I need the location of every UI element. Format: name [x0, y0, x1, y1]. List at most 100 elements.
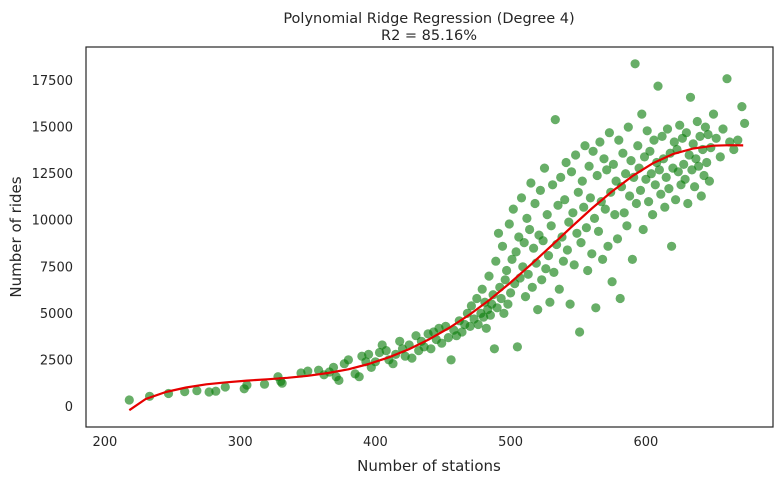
- scatter-point: [568, 208, 578, 218]
- scatter-point: [592, 170, 602, 181]
- scatter-point: [334, 375, 344, 385]
- scatter-point: [642, 126, 652, 136]
- scatter-point: [581, 223, 592, 233]
- scatter-point: [585, 193, 596, 203]
- scatter-point: [277, 378, 287, 388]
- plot-frame: [85, 46, 774, 428]
- scatter-point: [627, 254, 638, 264]
- scatter-point: [499, 308, 509, 318]
- scatter-point: [599, 154, 609, 164]
- scatter-point: [618, 148, 628, 158]
- scatter-point: [635, 185, 646, 195]
- y-tick-label: 12500: [32, 167, 73, 182]
- scatter-point: [124, 395, 134, 405]
- scatter-point: [653, 81, 663, 91]
- scatter-point: [649, 135, 659, 145]
- scatter-point: [621, 169, 631, 179]
- chart-subtitle: R2 = 85.16%: [381, 28, 477, 44]
- scatter-point: [607, 277, 617, 287]
- scatter-point: [496, 293, 506, 304]
- scatter-point: [520, 292, 531, 302]
- scatter-point: [669, 137, 679, 147]
- x-tick-label: 400: [363, 435, 388, 450]
- scatter-point: [512, 342, 523, 352]
- scatter-point: [192, 386, 202, 396]
- scatter-point: [553, 200, 563, 210]
- scatter-point: [577, 176, 587, 186]
- scatter-point: [473, 319, 483, 330]
- scatter-point: [614, 135, 624, 145]
- scatter-point: [488, 290, 498, 300]
- scatter-point: [733, 135, 743, 145]
- scatter-point: [569, 260, 579, 270]
- scatter-point: [328, 362, 339, 372]
- scatter-point: [661, 172, 671, 182]
- scatter-point: [542, 210, 552, 220]
- scatter-point: [664, 184, 674, 194]
- y-tick-label: 2500: [40, 353, 73, 368]
- scatter-point: [497, 241, 508, 251]
- scatter-point: [558, 256, 569, 266]
- scatter-point: [711, 133, 721, 143]
- scatter-point: [443, 333, 453, 343]
- scatter-point: [504, 219, 514, 229]
- x-axis-label: Number of stations: [357, 457, 501, 475]
- y-axis-label: Number of rides: [7, 176, 25, 297]
- scatter-point: [561, 157, 571, 168]
- scatter-point: [477, 284, 487, 294]
- scatter-point: [662, 124, 673, 134]
- scatter-point: [708, 109, 719, 119]
- scatter-point: [446, 355, 456, 365]
- scatter-point: [535, 185, 546, 195]
- scatter-point: [511, 247, 521, 257]
- scatter-point: [638, 224, 648, 235]
- scatter-point: [259, 379, 270, 389]
- scatter-point: [575, 327, 585, 337]
- scatter-point: [571, 150, 581, 160]
- scatter-point: [704, 176, 715, 186]
- y-axis-ticks: 0 2500 5000 7500 10000 12500 15000 17500: [32, 74, 73, 415]
- scatter-point: [690, 182, 700, 192]
- scatter-point: [523, 269, 533, 279]
- scatter-point: [507, 254, 517, 264]
- scatter-point: [612, 234, 623, 244]
- scatter-point: [660, 202, 670, 212]
- scatter-point: [667, 241, 677, 251]
- scatter-point: [631, 198, 642, 209]
- scatter-point: [580, 141, 590, 151]
- scatter-point: [637, 109, 647, 119]
- scatter-point: [489, 344, 499, 354]
- scatter-point: [718, 124, 728, 134]
- scatter-point: [481, 323, 491, 333]
- scatter-point: [508, 204, 518, 214]
- scatter-point: [554, 284, 564, 294]
- scatter-point: [545, 297, 555, 307]
- scatter-point: [692, 116, 702, 127]
- scatter-point: [506, 288, 516, 298]
- scatter-point: [519, 238, 529, 248]
- scatter-point: [737, 102, 747, 112]
- y-tick-label: 15000: [32, 121, 73, 136]
- scatter-point: [656, 189, 666, 199]
- scatter-point: [700, 122, 711, 132]
- scatter-point: [591, 303, 601, 313]
- scatter-point: [729, 144, 739, 155]
- scatter-point: [242, 380, 252, 390]
- fit-line-group: [128, 144, 744, 412]
- scatter-point: [503, 299, 513, 309]
- scatter-point: [364, 349, 374, 359]
- scatter-point: [484, 271, 494, 281]
- scatter-point: [502, 265, 512, 276]
- scatter-point: [600, 204, 610, 214]
- scatter-point: [576, 238, 586, 248]
- scatter-point: [703, 129, 713, 140]
- scatter-point: [691, 154, 701, 164]
- scatter-point: [564, 217, 574, 227]
- scatter-point: [623, 122, 633, 132]
- scatter-point: [615, 293, 625, 304]
- scatter-point: [626, 156, 636, 166]
- scatter-point: [530, 198, 540, 209]
- scatter-point: [687, 165, 697, 175]
- scatter-point: [673, 167, 683, 177]
